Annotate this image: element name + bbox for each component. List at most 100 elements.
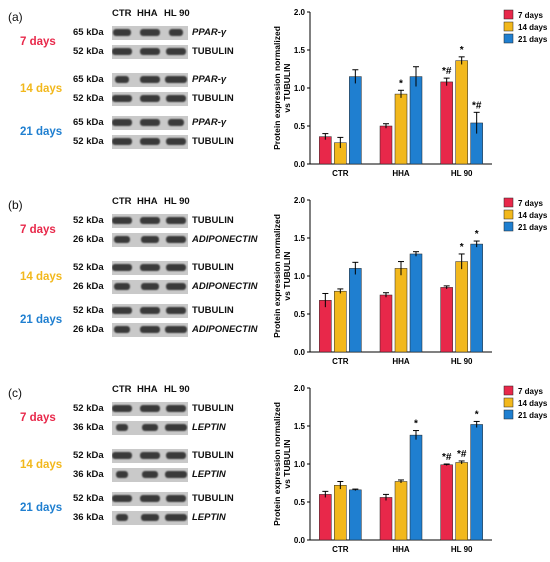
kda-label: 52 kDa — [73, 450, 104, 461]
blot-strip — [112, 73, 188, 87]
blot-band — [140, 307, 160, 314]
blot-band — [140, 405, 160, 412]
legend-swatch — [503, 385, 514, 396]
blot-strip — [112, 492, 188, 506]
legend-swatch — [503, 221, 514, 232]
kda-label: 26 kDa — [73, 281, 104, 292]
legend-label: 21 days — [518, 223, 548, 232]
blot-strip — [112, 261, 188, 275]
x-tick-label: HL 90 — [451, 545, 473, 554]
legend-label: 14 days — [518, 23, 548, 32]
bar — [455, 462, 468, 541]
significance-label: * — [475, 229, 479, 240]
blot-band — [140, 95, 160, 102]
blot-band — [112, 264, 132, 271]
day-label: 14 days — [20, 271, 63, 283]
panel-label: (a) — [8, 10, 23, 24]
kda-label: 52 kDa — [73, 46, 104, 57]
lane-header: HL 90 — [164, 196, 190, 207]
significance-label: *# — [442, 452, 452, 463]
blot-band — [142, 424, 158, 431]
blot-band — [112, 307, 132, 314]
blot-band — [166, 495, 186, 502]
significance-label: *# — [457, 449, 467, 460]
lane-header: HHA — [137, 384, 158, 395]
bar — [319, 494, 332, 541]
y-tick-label: 1.5 — [294, 46, 306, 55]
kda-label: 52 kDa — [73, 262, 104, 273]
y-tick-label: 2.0 — [294, 8, 306, 17]
y-tick-label: 0.5 — [294, 310, 306, 319]
day-label: 21 days — [20, 314, 63, 326]
bar — [470, 424, 483, 541]
bar-chart: Protein expression normalizedvs TUBULIN0… — [272, 384, 548, 554]
y-axis-title: Protein expression normalizedvs TUBULIN — [272, 26, 292, 150]
kda-label: 36 kDa — [73, 422, 104, 433]
day-label: 7 days — [20, 36, 56, 48]
blot-band — [112, 138, 132, 145]
bar — [334, 290, 347, 353]
blot-band — [112, 452, 132, 459]
blot-strip — [112, 116, 188, 130]
blot-band — [116, 424, 128, 431]
blot-band — [166, 307, 186, 314]
significance-label: * — [460, 45, 464, 56]
kda-label: 65 kDa — [73, 27, 104, 38]
blot-strip — [112, 511, 188, 525]
y-axis-title: Protein expression normalizedvs TUBULIN — [272, 214, 292, 338]
blot-band — [140, 76, 160, 83]
day-label: 14 days — [20, 459, 63, 471]
x-tick-label: HL 90 — [451, 357, 473, 366]
blot-band — [165, 424, 187, 431]
y-axis-title: Protein expression normalizedvs TUBULIN — [272, 402, 292, 526]
legend-label: 21 days — [518, 411, 548, 420]
y-tick-label: 0.0 — [294, 348, 306, 357]
blot-band — [140, 119, 160, 126]
protein-label: TUBULIN — [192, 450, 234, 461]
protein-label: TUBULIN — [192, 215, 234, 226]
blot-band — [166, 283, 186, 290]
bar — [379, 497, 393, 541]
kda-label: 52 kDa — [73, 305, 104, 316]
bar — [440, 464, 453, 541]
blot-band — [141, 236, 159, 243]
blot-band — [166, 264, 186, 271]
legend-label: 21 days — [518, 35, 548, 44]
protein-label: ADIPONECTIN — [192, 281, 258, 292]
bar — [319, 300, 332, 353]
blot-band — [165, 514, 187, 521]
y-tick-label: 0.0 — [294, 160, 306, 169]
bar — [409, 253, 423, 353]
kda-label: 52 kDa — [73, 403, 104, 414]
kda-label: 52 kDa — [73, 493, 104, 504]
bar — [455, 261, 468, 353]
y-tick-label: 1.0 — [294, 84, 306, 93]
blot-band — [112, 217, 132, 224]
legend-swatch — [503, 33, 514, 44]
day-label: 7 days — [20, 412, 56, 424]
bar — [349, 268, 362, 353]
blot-band — [140, 452, 160, 459]
legend-label: 14 days — [518, 399, 548, 408]
blot-band — [116, 471, 128, 478]
blot-band — [166, 452, 186, 459]
significance-label: * — [399, 78, 403, 89]
y-tick-label: 1.5 — [294, 422, 306, 431]
blot-strip — [112, 323, 188, 337]
protein-label: ADIPONECTIN — [192, 324, 258, 335]
blot-strip — [112, 92, 188, 106]
blot-strip — [112, 449, 188, 463]
blot-band — [166, 138, 186, 145]
significance-label: * — [475, 409, 479, 420]
blot-strip — [112, 26, 188, 40]
y-axis-title-line: vs TUBULIN — [282, 439, 292, 488]
blot-band — [140, 48, 160, 55]
blot-band — [140, 29, 160, 36]
bar — [349, 489, 362, 541]
lane-header: CTR — [112, 8, 132, 19]
blot-band — [140, 495, 160, 502]
lane-header: HL 90 — [164, 8, 190, 19]
significance-label: *# — [472, 100, 482, 111]
y-tick-label: 1.0 — [294, 460, 306, 469]
blot-band — [140, 264, 160, 271]
